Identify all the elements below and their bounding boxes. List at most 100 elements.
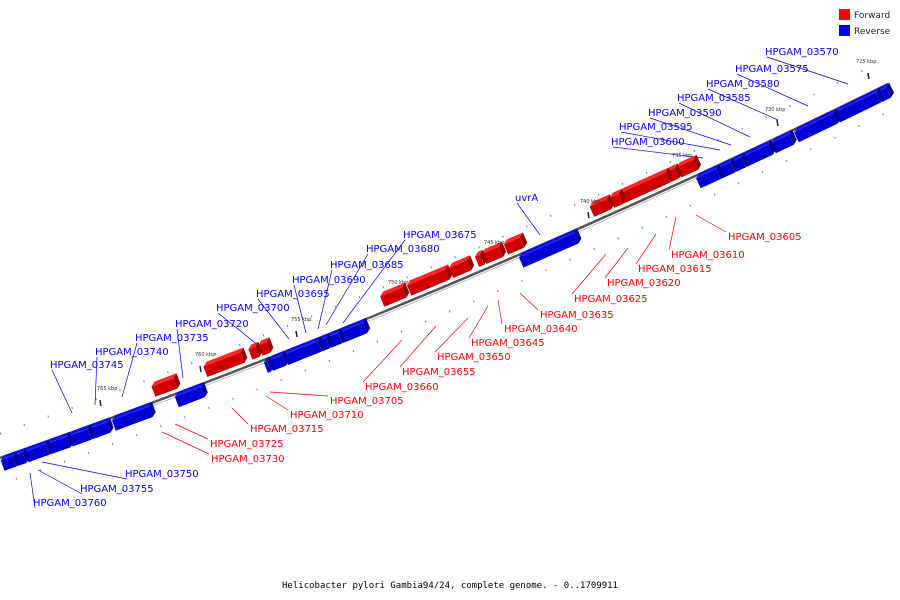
track-tick-lower: [617, 237, 620, 240]
gene-label-reverse-5: HPGAM_03595: [619, 122, 693, 133]
track-tick-lower: [833, 136, 836, 139]
track-tick-lower: [472, 300, 475, 303]
forward-gene-4: [589, 199, 612, 217]
track-tick-lower: [208, 406, 210, 410]
leader-line-forward-1: [668, 216, 677, 251]
leader-line-forward-12: [265, 395, 289, 411]
track-tick-upper: [47, 415, 50, 418]
forward-gene-5-top: [503, 232, 523, 245]
track-tick-lower: [184, 416, 186, 419]
reverse-gene-5-end: [741, 152, 749, 168]
reverse-gene-18-end: [87, 424, 95, 440]
reverse-gene-9: [338, 323, 368, 343]
leader-line-forward-15: [161, 431, 210, 455]
track-tick-upper: [190, 362, 193, 365]
leader-line-forward-10: [362, 339, 403, 383]
track-tick-upper: [167, 371, 169, 374]
reverse-gene-19-top: [46, 431, 70, 444]
leader-line-forward-2: [635, 233, 657, 265]
gene-label-forward-2: HPGAM_03615: [638, 264, 712, 275]
track-tick-upper: [238, 343, 241, 346]
gene-label-forward-11: HPGAM_03705: [330, 396, 404, 407]
reverse-gene-14-top: [263, 356, 270, 363]
reverse-gene-15-top: [174, 382, 204, 397]
forward-gene-5: [503, 237, 525, 255]
forward-gene-12-top: [248, 341, 259, 350]
leader-line-reverse-15: [121, 342, 138, 398]
track-tick-upper: [0, 432, 2, 435]
track-tick-lower: [785, 159, 788, 162]
forward-gene-13: [203, 352, 245, 377]
track-tick-upper: [478, 245, 480, 249]
track-tick-upper: [310, 315, 313, 318]
track-tick-lower: [665, 215, 668, 218]
reverse-gene-15-end: [200, 382, 208, 398]
genome-caption: Helicobacter pylori Gambia94/24, complet…: [282, 581, 618, 591]
leader-line-forward-8: [434, 317, 469, 353]
track-tick-lower: [15, 477, 18, 480]
kbp-tick-layer: [0, 70, 884, 480]
track-tick-lower: [569, 258, 571, 261]
leader-line-reverse-4: [649, 117, 732, 146]
reverse-gene-10-top: [326, 328, 341, 338]
legend-reverse-swatch: [839, 25, 850, 36]
gene-label-layer: HPGAM_03570 HPGAM_03575 HPGAM_03580 HPGAM_0…: [33, 47, 839, 509]
major-tick-0: [867, 72, 870, 80]
reverse-gene-14: [263, 361, 271, 373]
leader-line-reverse-9: [325, 253, 369, 326]
leader-line-forward-13: [231, 407, 249, 425]
gene-label-reverse-14: HPGAM_03720: [175, 319, 249, 330]
label-leader-lines: [29, 56, 849, 509]
kbp-label-730: 730 kbp: [765, 107, 785, 113]
reverse-gene-3-top: [771, 129, 793, 144]
reverse-gene-8: [519, 233, 579, 268]
gene-label-forward-12: HPGAM_03710: [290, 410, 364, 421]
reverse-gene-21-end: [22, 447, 30, 463]
reverse-gene-7-end: [716, 164, 724, 180]
forward-gene-2-top: [619, 167, 669, 194]
track-tick-upper: [693, 149, 696, 153]
forward-gene-6-end: [498, 241, 507, 257]
kbp-label-735: 735 kbp: [672, 153, 692, 159]
gene-label-forward-7: HPGAM_03645: [471, 338, 545, 349]
reverse-gene-6-top: [717, 157, 734, 169]
kbp-label-750: 750 kbp: [388, 280, 408, 286]
leader-line-forward-6: [497, 299, 503, 325]
track-tick-lower: [400, 330, 403, 333]
gene-label-reverse-4: HPGAM_03590: [648, 108, 722, 119]
reverse-gene-17-end: [106, 417, 114, 433]
track-tick-lower: [496, 289, 499, 293]
track-tick-upper: [837, 81, 839, 85]
reverse-gene-1: [835, 92, 881, 123]
reverse-gene-20-top: [24, 439, 49, 452]
kbp-label-740: 740 kbp: [580, 199, 600, 205]
reverse-gene-9-top: [338, 318, 366, 333]
forward-gene-14-top: [151, 373, 177, 387]
legend-forward-label: Forward: [854, 11, 890, 21]
leader-line-forward-0: [695, 214, 727, 233]
reverse-gene-16-top: [111, 401, 152, 421]
gene-label-reverse-19: HPGAM_03755: [80, 484, 154, 495]
leader-line-forward-5: [519, 292, 539, 311]
track-tick-upper: [549, 214, 552, 217]
track-tick-lower: [135, 434, 138, 437]
forward-gene-14: [151, 378, 178, 397]
gene-label-reverse-20: HPGAM_03760: [33, 498, 107, 509]
reverse-gene-21-top: [13, 447, 26, 456]
reverse-gene-12: [283, 341, 322, 365]
track-tick-upper: [358, 295, 361, 299]
track-tick-lower: [713, 193, 716, 196]
forward-gene-9: [407, 269, 450, 296]
reverse-gene-0-end: [886, 82, 894, 98]
reverse-gene-4: [742, 144, 773, 167]
forward-gene-2-end: [665, 167, 674, 183]
track-tick-upper: [334, 305, 337, 308]
track-tick-upper: [597, 193, 600, 196]
track-tick-lower: [87, 451, 90, 455]
track-tick-upper: [765, 116, 768, 119]
leader-line-reverse-6: [612, 146, 704, 159]
forward-gene-1-end: [674, 163, 683, 179]
track-tick-lower: [737, 182, 740, 185]
track-tick-upper: [214, 352, 217, 356]
